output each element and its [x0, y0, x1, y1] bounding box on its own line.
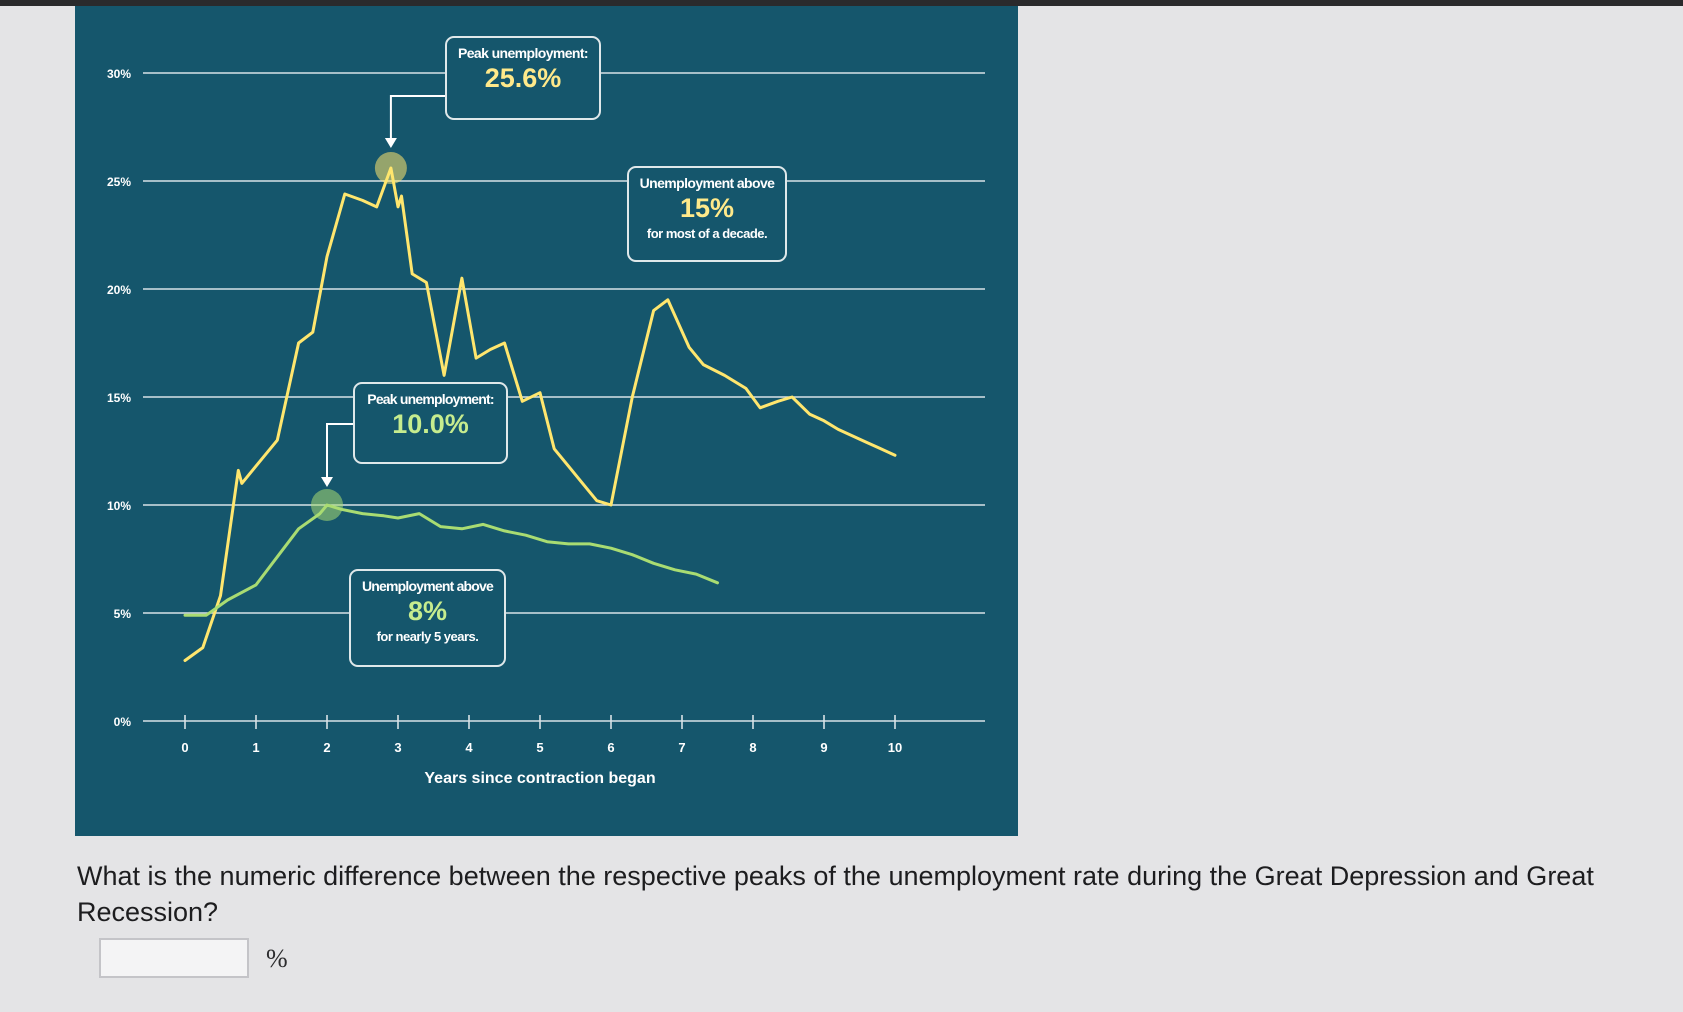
depression-peak-marker	[374, 152, 407, 185]
recession-peak-annotation: Peak unemployment: 10.0%	[353, 382, 508, 464]
y-tick-label: 0%	[114, 715, 132, 729]
x-tick-label: 2	[323, 740, 330, 755]
x-tick-label: 1	[252, 740, 259, 755]
recession-peak-marker	[311, 489, 343, 521]
x-tick-label: 5	[536, 740, 543, 755]
recession-arrow-head	[321, 477, 333, 487]
depression-arrow	[389, 95, 445, 141]
annotation-value: 10.0%	[392, 409, 469, 439]
annotation-label: Unemployment above	[361, 578, 494, 594]
annotation-value: 8%	[407, 596, 448, 626]
x-tick-label: 8	[749, 740, 756, 755]
x-tick-label: 4	[465, 740, 473, 755]
chart-canvas: 0% 5% 10% 15% 20% 25% 30% 0 1 2 3 4 5 6 7 8 9 10 Years sin…	[107, 67, 985, 787]
y-tick-label: 15%	[107, 391, 131, 405]
y-tick-label: 5%	[114, 607, 132, 621]
recession-line	[183, 503, 719, 617]
annotation-value: 25.6%	[484, 63, 562, 93]
y-tick-label: 25%	[107, 175, 131, 189]
annotation-subtext: for most of a decade.	[646, 226, 768, 241]
annotation-label: Peak unemployment:	[367, 391, 494, 407]
x-tick-label: 7	[678, 740, 685, 755]
annotation-value: 15%	[679, 193, 735, 223]
recession-arrow	[326, 423, 353, 479]
unemployment-chart: 0% 5% 10% 15% 20% 25% 30% 0 1 2 3 4 5 6 7 8 9 10 Years sin…	[75, 6, 1018, 836]
x-tick-label: 0	[181, 740, 188, 755]
depression-line	[183, 166, 897, 662]
annotation-label: Peak unemployment:	[457, 45, 589, 61]
top-bar	[0, 0, 1683, 6]
annotation-subtext: for nearly 5 years.	[376, 629, 479, 644]
depression-peak-annotation: Peak unemployment: 25.6%	[445, 36, 601, 120]
y-tick-label: 20%	[107, 283, 131, 297]
y-tick-label: 30%	[107, 67, 131, 81]
x-tick-label: 6	[607, 740, 614, 755]
question-text: What is the numeric difference between t…	[77, 861, 1594, 927]
y-tick-label: 10%	[107, 499, 131, 513]
x-axis-label: Years since contraction began	[424, 770, 655, 787]
depression-arrow-head	[384, 138, 397, 149]
x-tick-label: 9	[820, 740, 827, 755]
recession-duration-annotation: Unemployment above 8% for nearly 5 years…	[349, 569, 506, 667]
annotation-label: Unemployment above	[639, 175, 775, 191]
depression-duration-annotation: Unemployment above 15% for most of a dec…	[627, 166, 787, 262]
unit-label: %	[266, 944, 288, 973]
x-tick-label: 10	[888, 740, 902, 755]
x-tick-label: 3	[394, 740, 401, 755]
answer-input[interactable]	[99, 938, 249, 978]
